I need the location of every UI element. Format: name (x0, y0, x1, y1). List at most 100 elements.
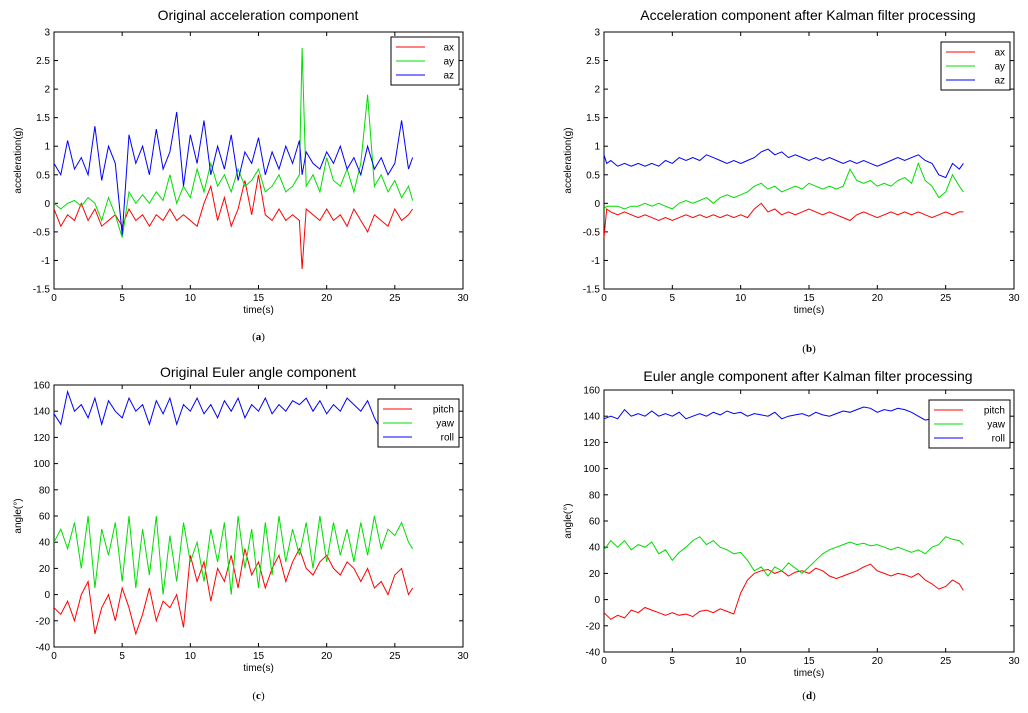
y-tick-label: 0 (44, 199, 50, 210)
legend: ax ay az (940, 41, 1011, 91)
x-tick-label: 20 (321, 651, 333, 662)
x-tick-label: 0 (51, 651, 57, 662)
y-tick-label: 1 (594, 142, 600, 153)
x-tick-label: 0 (601, 293, 607, 304)
x-tick-label: 20 (321, 293, 333, 304)
x-tick-label: 30 (1008, 656, 1020, 667)
x-tick-label: 20 (872, 293, 884, 304)
y-tick-label: -40 (36, 643, 51, 654)
panel-caption: (b) (802, 343, 816, 355)
x-tick-label: 20 (872, 656, 884, 667)
panel-caption: (a) (252, 331, 265, 343)
legend-label-pitch: pitch (984, 406, 1005, 417)
caption-open-paren: ( (802, 690, 806, 702)
caption-open-paren: ( (802, 343, 806, 355)
x-axis-label: time(s) (243, 663, 274, 674)
series-line-az (604, 148, 964, 179)
chart-title: Original Euler angle component (160, 364, 356, 380)
legend-label-ay: ay (443, 57, 454, 68)
y-tick-label: 100 (583, 464, 600, 475)
chart-panel-c: Original Euler angle component 0 5 10 15 20 25… (13, 364, 469, 702)
x-tick-label: 0 (601, 656, 607, 667)
y-tick-label: 2 (44, 85, 50, 96)
x-tick-label: 30 (457, 293, 469, 304)
x-tick-label: 25 (940, 656, 952, 667)
y-tick-label: -1 (41, 256, 50, 267)
x-tick-label: 0 (51, 293, 57, 304)
caption-close-paren: ) (812, 690, 816, 702)
y-tick-label: 20 (39, 564, 51, 575)
caption-close-paren: ) (261, 690, 265, 702)
series-line-yaw (54, 515, 414, 595)
legend-label-az: az (443, 71, 454, 82)
y-tick-label: -0.5 (583, 227, 601, 238)
y-tick-label: 0 (594, 595, 600, 606)
y-tick-label: 140 (33, 407, 50, 418)
y-tick-label: 120 (33, 433, 50, 444)
y-axis-label: acceleration(g) (13, 127, 24, 193)
y-tick-label: -40 (586, 648, 601, 659)
panel-caption: (c) (252, 690, 265, 702)
series-line-yaw (604, 536, 964, 577)
legend: pitch yaw roll (377, 398, 460, 448)
caption-close-paren: ) (261, 331, 265, 343)
y-tick-label: 0.5 (36, 170, 50, 181)
legend-box (928, 399, 1011, 449)
y-tick-label: 40 (589, 543, 601, 554)
x-tick-label: 10 (735, 293, 747, 304)
y-tick-label: 160 (33, 381, 50, 392)
y-tick-label: 2.5 (36, 56, 50, 67)
x-axis-label: time(s) (794, 668, 825, 679)
caption-letter: b (806, 343, 812, 355)
x-axis-label: time(s) (794, 305, 825, 316)
y-tick-label: 2.5 (586, 56, 600, 67)
chart-title: Original acceleration component (158, 7, 359, 23)
legend-label-ay: ay (994, 62, 1005, 73)
y-tick-label: 100 (33, 459, 50, 470)
y-tick-label: 1.5 (36, 113, 50, 124)
x-tick-label: 5 (119, 293, 125, 304)
series-line-pitch (604, 563, 964, 620)
y-tick-label: 2 (594, 85, 600, 96)
series-line-roll (604, 406, 964, 425)
y-tick-label: 1 (44, 142, 50, 153)
panel-caption: (d) (802, 690, 816, 702)
legend-label-yaw: yaw (436, 419, 455, 430)
y-tick-label: 3 (44, 28, 50, 39)
chart-panel-d: Euler angle component after Kalman filte… (563, 368, 1020, 702)
caption-letter: a (256, 331, 262, 343)
series-line-ay (604, 161, 964, 210)
x-tick-label: 25 (389, 293, 401, 304)
legend-label-roll: roll (441, 433, 454, 444)
legend: ax ay az (390, 36, 460, 86)
legend: pitch yaw roll (928, 399, 1011, 449)
y-tick-label: 140 (583, 412, 600, 423)
y-tick-label: 40 (39, 538, 51, 549)
chart-panel-b: Acceleration component after Kalman filt… (563, 7, 1020, 355)
y-tick-label: -0.5 (33, 227, 51, 238)
legend-label-pitch: pitch (433, 405, 454, 416)
legend-label-ax: ax (994, 48, 1005, 59)
x-tick-label: 10 (735, 656, 747, 667)
x-tick-label: 25 (940, 293, 952, 304)
caption-letter: c (256, 690, 261, 702)
x-axis-label: time(s) (243, 305, 274, 316)
series-line-ax (604, 202, 964, 238)
y-tick-label: 3 (594, 28, 600, 39)
x-tick-label: 30 (1008, 293, 1020, 304)
caption-open-paren: ( (252, 331, 256, 343)
series-line-pitch (54, 547, 414, 636)
series-line-az (54, 111, 414, 235)
x-tick-label: 5 (119, 651, 125, 662)
y-tick-label: 80 (589, 490, 601, 501)
series-line-ay (54, 47, 414, 238)
legend-label-ax: ax (443, 43, 454, 54)
x-tick-label: 30 (457, 651, 469, 662)
y-axis-label: angle(°) (563, 503, 574, 538)
y-tick-label: 160 (583, 386, 600, 397)
y-axis-label: acceleration(g) (563, 127, 574, 193)
y-tick-label: -1 (591, 256, 600, 267)
x-tick-label: 25 (389, 651, 401, 662)
series-line-roll (54, 389, 413, 433)
